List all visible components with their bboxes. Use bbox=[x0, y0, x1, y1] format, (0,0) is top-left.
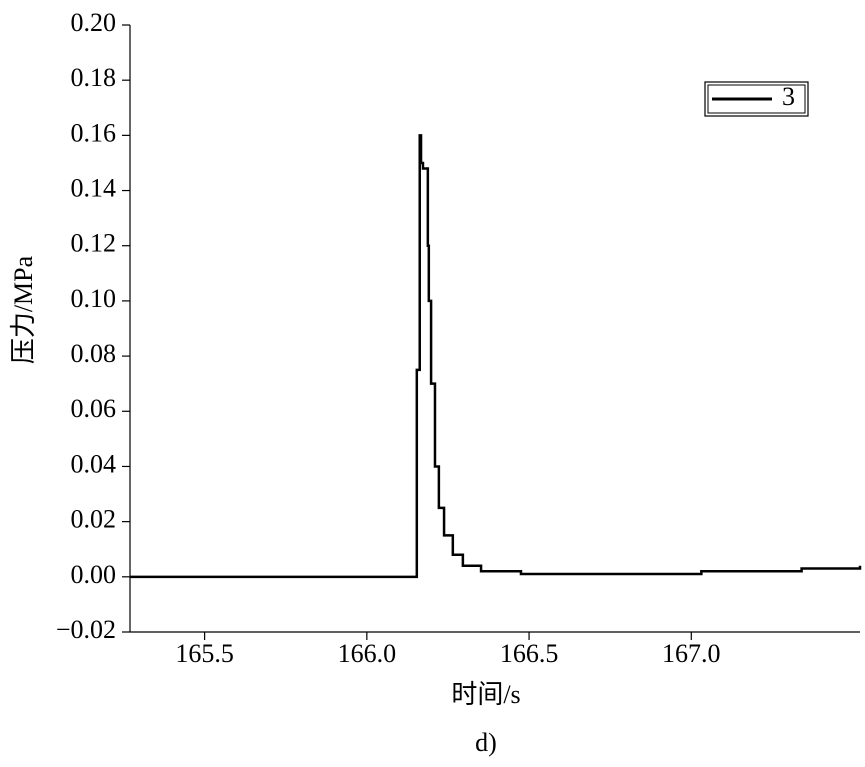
x-tick-label: 165.5 bbox=[175, 639, 234, 668]
x-tick-label: 166.5 bbox=[500, 639, 559, 668]
y-tick-label: 0.20 bbox=[71, 8, 117, 37]
y-tick-label: −0.02 bbox=[56, 615, 116, 644]
y-tick-label: 0.02 bbox=[71, 505, 117, 534]
x-axis-label: 时间/s bbox=[451, 680, 520, 709]
y-tick-label: 0.08 bbox=[71, 339, 117, 368]
y-tick-label: 0.00 bbox=[71, 560, 117, 589]
y-tick-label: 0.06 bbox=[71, 394, 117, 423]
x-tick-label: 167.0 bbox=[662, 639, 721, 668]
x-tick-label: 166.0 bbox=[338, 639, 397, 668]
y-tick-label: 0.12 bbox=[71, 229, 117, 258]
y-tick-label: 0.10 bbox=[71, 284, 117, 313]
y-tick-label: 0.18 bbox=[71, 63, 117, 92]
legend-box bbox=[704, 81, 809, 117]
data-line bbox=[130, 134, 862, 579]
y-tick-label: 0.16 bbox=[71, 118, 117, 147]
caption: d) bbox=[475, 728, 497, 757]
y-axis-label: 压力/MPa bbox=[9, 255, 38, 364]
legend-label: 3 bbox=[782, 82, 795, 111]
y-tick-label: 0.04 bbox=[71, 449, 117, 478]
legend-inner-box bbox=[707, 84, 806, 114]
y-tick-label: 0.14 bbox=[71, 174, 117, 203]
